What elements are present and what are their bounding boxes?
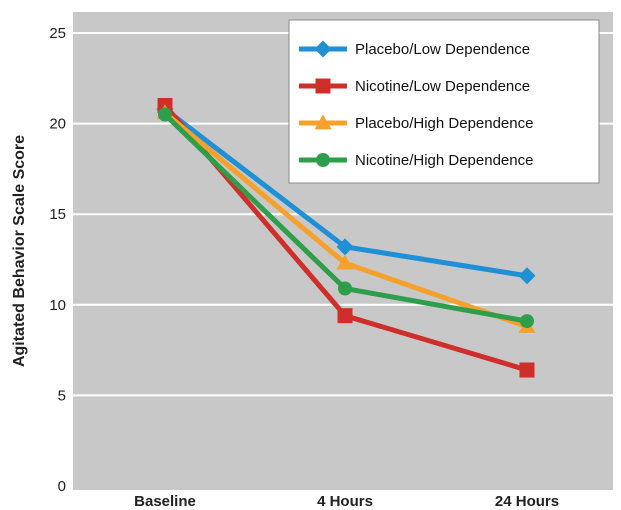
y-tick-label: 10 [49, 297, 66, 314]
legend-label: Nicotine/High Dependence [355, 152, 533, 169]
y-tick-label: 15 [49, 206, 66, 223]
x-tick-label: 24 Hours [495, 493, 559, 510]
legend-label: Placebo/High Dependence [355, 115, 533, 132]
legend-item: Placebo/Low Dependence [299, 40, 530, 58]
legend-item: Nicotine/High Dependence [299, 152, 533, 169]
legend-item: Nicotine/Low Dependence [299, 78, 530, 95]
y-axis-label: Agitated Behavior Scale Score [11, 135, 28, 367]
y-tick-label: 20 [49, 116, 66, 133]
legend-swatch-marker [316, 153, 330, 167]
legend-label: Placebo/Low Dependence [355, 41, 530, 58]
series-group [156, 97, 536, 378]
data-point [518, 267, 536, 285]
data-point [338, 281, 352, 296]
data-point [519, 362, 535, 378]
data-point [336, 238, 354, 256]
y-axis-ticks: 0 5 10 15 20 25 [49, 25, 66, 495]
legend: Placebo/Low Dependence Nicotine/Low Depen… [288, 19, 600, 184]
data-point [337, 308, 353, 324]
y-tick-label: 0 [58, 478, 66, 495]
legend-swatch-marker [314, 40, 332, 58]
y-tick-label: 5 [58, 387, 66, 404]
data-point [336, 254, 354, 270]
legend-item: Placebo/High Dependence [299, 114, 533, 132]
x-axis-ticks: Baseline 4 Hours 24 Hours [134, 493, 559, 510]
data-point [158, 107, 172, 122]
x-tick-label: 4 Hours [317, 493, 373, 510]
data-point [520, 314, 534, 329]
legend-swatch-marker [315, 78, 331, 94]
y-tick-label: 25 [49, 25, 66, 42]
legend-label: Nicotine/Low Dependence [355, 78, 530, 95]
series-4 [158, 107, 534, 329]
x-tick-label: Baseline [134, 493, 196, 510]
legend-swatch-marker [314, 114, 332, 130]
